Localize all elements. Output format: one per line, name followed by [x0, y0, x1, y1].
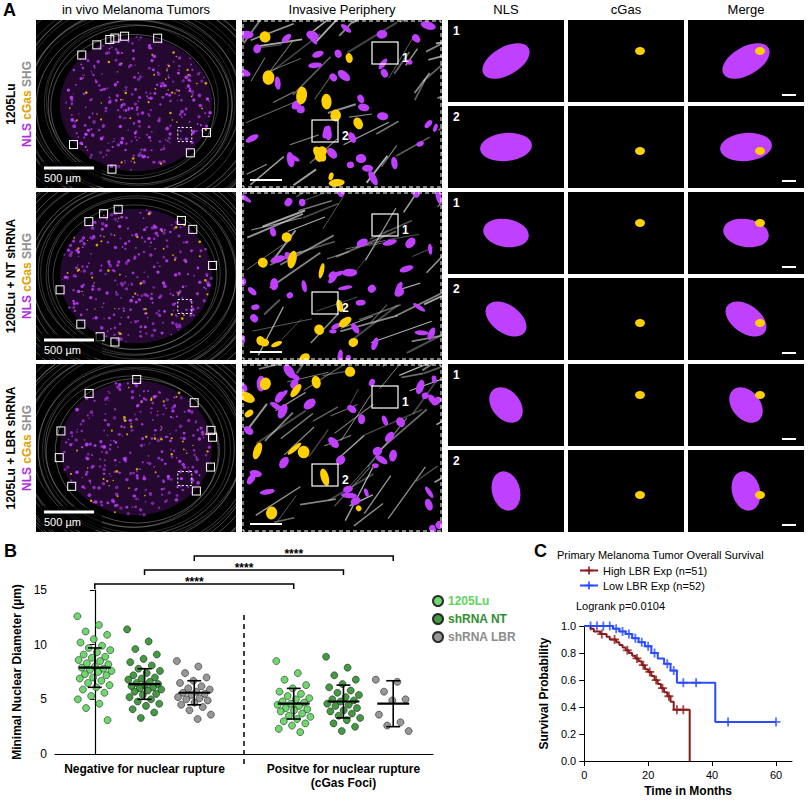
svg-text:500 µm: 500 µm	[44, 172, 81, 184]
svg-text:Positve for nuclear rupture: Positve for nuclear rupture	[267, 762, 421, 776]
svg-text:High LBR Exp (n=51): High LBR Exp (n=51)	[603, 565, 707, 577]
svg-text:Minimal Nuclear Diameter (µm): Minimal Nuclear Diameter (µm)	[10, 584, 24, 760]
svg-text:1205Lu + LBR shRNA: 1205Lu + LBR shRNA	[4, 386, 18, 509]
svg-text:0: 0	[581, 769, 587, 781]
svg-text:1: 1	[453, 24, 460, 38]
svg-text:500 µm: 500 µm	[44, 344, 81, 356]
svg-text:2: 2	[453, 282, 460, 296]
svg-text:B: B	[4, 541, 17, 561]
svg-text:Primary Melanoma Tumor Overall: Primary Melanoma Tumor Overall Survival	[557, 549, 764, 561]
svg-text:0.8: 0.8	[561, 647, 576, 659]
svg-text:shRNA NT: shRNA NT	[448, 612, 508, 626]
svg-text:NLS: NLS	[493, 2, 519, 17]
svg-text:1: 1	[402, 395, 409, 409]
svg-text:1205Lu: 1205Lu	[4, 83, 18, 124]
svg-text:40: 40	[706, 769, 718, 781]
svg-text:Survival Probability: Survival Probability	[537, 637, 551, 749]
svg-text:15: 15	[34, 583, 48, 597]
svg-text:1: 1	[402, 51, 409, 65]
svg-text:1: 1	[453, 196, 460, 210]
svg-text:2: 2	[342, 473, 349, 487]
svg-text:in vivo Melanoma Tumors: in vivo Melanoma Tumors	[62, 2, 211, 17]
svg-text:1205Lu: 1205Lu	[448, 594, 489, 608]
svg-text:A: A	[3, 0, 16, 20]
svg-text:NLS cGas SHG: NLS cGas SHG	[20, 61, 34, 147]
svg-text:NLS cGas SHG: NLS cGas SHG	[20, 233, 34, 319]
svg-text:2: 2	[342, 129, 349, 143]
svg-text:5: 5	[40, 692, 47, 706]
svg-text:500 µm: 500 µm	[44, 516, 81, 528]
svg-text:1: 1	[402, 223, 409, 237]
svg-text:Time in Months: Time in Months	[644, 784, 732, 798]
svg-text:Merge: Merge	[728, 2, 765, 17]
svg-text:NLS cGas SHG: NLS cGas SHG	[20, 405, 34, 491]
svg-text:Low LBR Exp (n=52): Low LBR Exp (n=52)	[603, 580, 705, 592]
svg-text:0.2: 0.2	[561, 728, 576, 740]
svg-text:0.0: 0.0	[561, 755, 576, 767]
svg-text:2: 2	[453, 110, 460, 124]
svg-text:Logrank p=0.0104: Logrank p=0.0104	[576, 600, 665, 612]
svg-text:2: 2	[342, 301, 349, 315]
svg-text:****: ****	[284, 547, 303, 561]
svg-text:shRNA LBR: shRNA LBR	[448, 630, 516, 644]
svg-text:0.4: 0.4	[561, 701, 576, 713]
svg-text:1.0: 1.0	[561, 620, 576, 632]
svg-text:0: 0	[40, 747, 47, 761]
svg-text:20: 20	[642, 769, 654, 781]
svg-text:0.6: 0.6	[561, 674, 576, 686]
svg-text:Negative for nuclear rupture: Negative for nuclear rupture	[64, 762, 225, 776]
svg-text:Invasive Periphery: Invasive Periphery	[289, 2, 396, 17]
svg-text:1205Lu + NT shRNA: 1205Lu + NT shRNA	[4, 218, 18, 333]
svg-text:1: 1	[453, 368, 460, 382]
svg-text:(cGas Foci): (cGas Foci)	[311, 776, 376, 790]
svg-text:C: C	[534, 541, 547, 561]
svg-text:cGas: cGas	[611, 2, 642, 17]
svg-text:2: 2	[453, 454, 460, 468]
svg-text:****: ****	[185, 575, 204, 589]
svg-text:10: 10	[34, 638, 48, 652]
svg-text:****: ****	[235, 561, 254, 575]
svg-text:60: 60	[770, 769, 782, 781]
